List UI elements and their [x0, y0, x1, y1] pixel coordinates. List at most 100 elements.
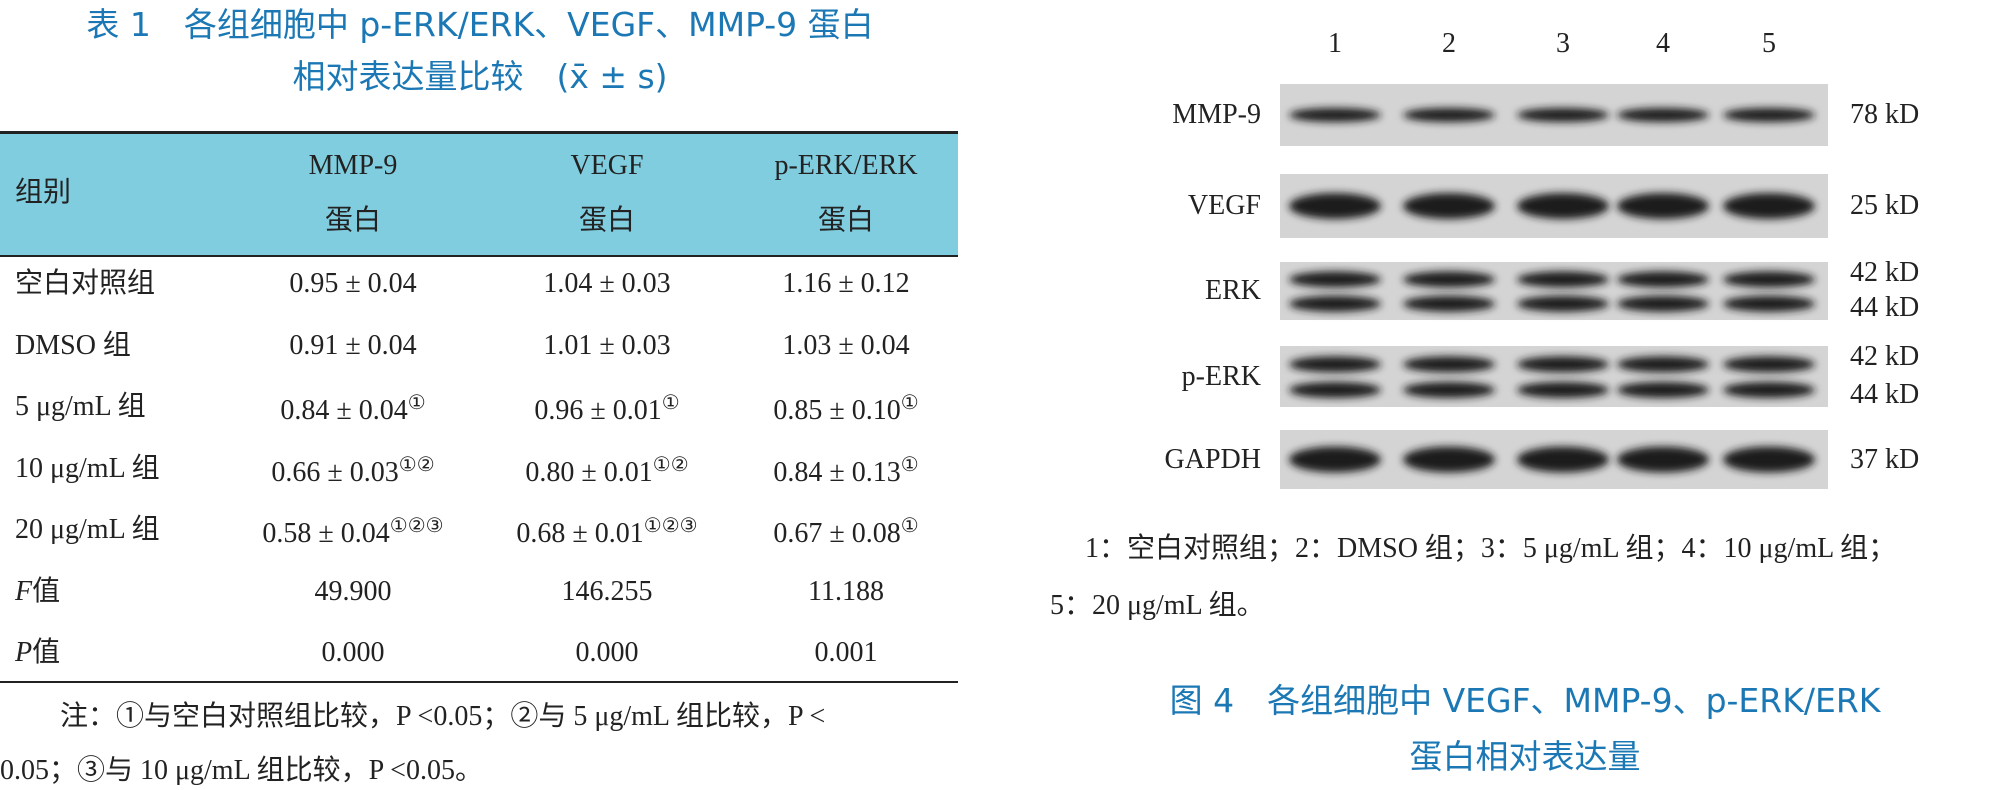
- table-cell: 49.900: [314, 575, 392, 607]
- header-cell: 蛋白: [324, 205, 382, 236]
- lane-label: 4: [1656, 28, 1670, 59]
- table-cell: 0.96 ± 0.01①: [534, 393, 679, 425]
- header-cell: p-ERK/ERK: [774, 150, 918, 181]
- cell-text: 0.66 ± 0.03: [271, 456, 399, 488]
- cell-text: 0.85 ± 0.10: [773, 395, 901, 426]
- blot-label: p-ERK: [1181, 360, 1261, 392]
- cell-text: 0.67 ± 0.08: [773, 518, 901, 549]
- table-cell: 1.01 ± 0.03: [543, 329, 671, 361]
- cell-text: 0.80 ± 0.01: [525, 456, 653, 488]
- blot-panel: [1280, 346, 1828, 407]
- superscript: ①②: [652, 453, 689, 476]
- table-cell: 0.91 ± 0.04: [289, 329, 417, 361]
- table-cell: F值: [15, 575, 61, 607]
- cell-text: 0.96 ± 0.01: [534, 395, 662, 426]
- superscript: ①②: [398, 453, 435, 476]
- table-note: 注：①与空白对照组比较，P <0.05；②与 5 μg/mL 组比较，P <: [60, 701, 826, 732]
- superscript: ①: [900, 453, 919, 476]
- superscript: ①: [407, 392, 426, 414]
- protein-band: [1289, 108, 1381, 122]
- italic-text: F: [15, 575, 33, 607]
- header-cell: 组别: [15, 177, 72, 208]
- protein-band: [1403, 193, 1495, 219]
- blot-label: VEGF: [1187, 190, 1261, 221]
- protein-band: [1723, 271, 1815, 288]
- protein-band: [1517, 381, 1609, 398]
- table-note: 0.05；③与 10 μg/mL 组比较，P <0.05。: [0, 755, 483, 786]
- figure-caption: 1：空白对照组；2：DMSO 组；3：5 μg/mL 组；4：10 μg/mL …: [1085, 533, 1897, 564]
- kd-label: 25 kD: [1850, 190, 1920, 221]
- protein-band: [1617, 446, 1709, 473]
- table-cell: 空白对照组: [15, 268, 156, 299]
- figure-title: 蛋白相对表达量: [1409, 737, 1641, 776]
- protein-band: [1289, 295, 1381, 312]
- protein-band: [1517, 295, 1609, 312]
- table-cell: 20 μg/mL 组: [15, 514, 160, 545]
- superscript: ①: [900, 392, 919, 414]
- table-title: 表 1 各组细胞中 p-ERK/ERK、VEGF、MMP-9 蛋白: [86, 5, 874, 44]
- table-cell: 0.000: [321, 637, 385, 668]
- kd-label: 42 kD: [1850, 341, 1920, 372]
- table-cell: 0.66 ± 0.03①②: [271, 455, 434, 487]
- table-cell: 146.255: [561, 575, 653, 607]
- table-cell: 11.188: [808, 575, 884, 607]
- cell-text: 0.84 ± 0.13: [773, 456, 901, 488]
- cell-text: 0.68 ± 0.01: [516, 518, 644, 549]
- table-cell: 0.80 ± 0.01①②: [525, 455, 688, 487]
- table-cell: 1.03 ± 0.04: [782, 329, 910, 361]
- superscript: ①②③: [643, 515, 698, 537]
- protein-band: [1403, 108, 1495, 122]
- protein-band: [1289, 381, 1381, 398]
- kd-label: 78 kD: [1850, 99, 1920, 130]
- figure-title: 图 4 各组细胞中 VEGF、MMP-9、p-ERK/ERK: [1169, 681, 1881, 720]
- table-cell: 10 μg/mL 组: [15, 452, 160, 484]
- table-cell: 1.04 ± 0.03: [543, 268, 671, 299]
- protein-band: [1403, 271, 1495, 288]
- table-cell: 0.95 ± 0.04: [289, 268, 417, 299]
- superscript: ①: [900, 515, 919, 537]
- table-cell: 1.16 ± 0.12: [782, 268, 910, 299]
- table-cell: 0.84 ± 0.13①: [773, 455, 918, 487]
- protein-band: [1617, 295, 1709, 312]
- protein-band: [1723, 295, 1815, 312]
- table-cell: 0.84 ± 0.04①: [280, 393, 425, 425]
- superscript: ①②③: [389, 515, 444, 537]
- lane-label: 2: [1442, 28, 1456, 59]
- lane-label: 5: [1762, 28, 1776, 59]
- protein-band: [1617, 193, 1709, 219]
- protein-band: [1723, 108, 1815, 122]
- table-cell: 0.58 ± 0.04①②③: [262, 516, 443, 548]
- protein-band: [1723, 381, 1815, 398]
- protein-band: [1289, 193, 1381, 219]
- italic-text: P: [15, 637, 33, 668]
- table-header-bg: [0, 131, 958, 257]
- lane-label: 1: [1328, 28, 1342, 59]
- blot-label: GAPDH: [1164, 443, 1261, 475]
- protein-band: [1723, 193, 1815, 219]
- protein-band: [1403, 446, 1495, 473]
- table-cell: 5 μg/mL 组: [15, 391, 146, 422]
- protein-band: [1517, 193, 1609, 219]
- protein-band: [1617, 271, 1709, 288]
- table-cell: 0.85 ± 0.10①: [773, 393, 918, 425]
- table-cell: 0.000: [575, 637, 639, 668]
- table-cell: DMSO 组: [15, 329, 131, 361]
- blot-label: ERK: [1205, 275, 1261, 306]
- protein-band: [1617, 108, 1709, 122]
- protein-band: [1403, 295, 1495, 312]
- header-cell: MMP-9: [308, 150, 398, 181]
- protein-band: [1403, 381, 1495, 398]
- kd-label: 44 kD: [1850, 379, 1920, 410]
- table-cell: 0.001: [814, 637, 878, 668]
- table-cell: 0.68 ± 0.01①②③: [516, 516, 697, 548]
- blot-label: MMP-9: [1172, 99, 1261, 130]
- cell-text: 值: [32, 575, 61, 607]
- lane-label: 3: [1556, 28, 1570, 59]
- kd-label: 44 kD: [1850, 292, 1920, 323]
- protein-band: [1517, 356, 1609, 373]
- protein-band: [1403, 356, 1495, 373]
- table-bottom-rule: [0, 681, 958, 683]
- table-cell: 0.67 ± 0.08①: [773, 516, 918, 548]
